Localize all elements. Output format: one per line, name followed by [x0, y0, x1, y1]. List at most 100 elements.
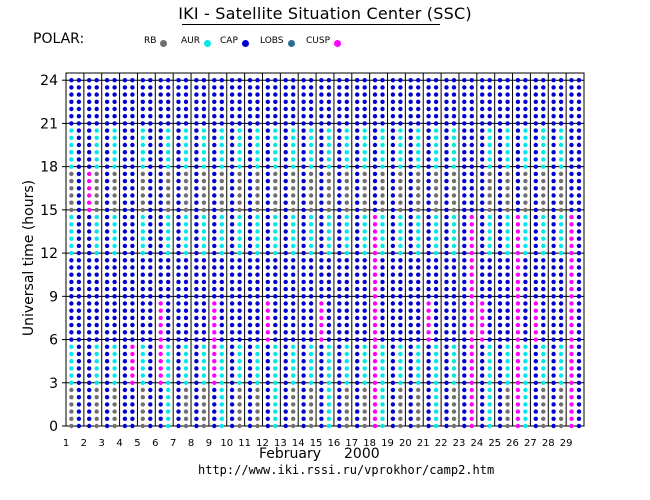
data-point — [487, 85, 492, 90]
data-point — [291, 106, 296, 112]
data-point — [194, 78, 199, 83]
data-point — [166, 250, 171, 256]
data-point — [433, 236, 439, 241]
data-point — [551, 322, 556, 328]
data-point — [301, 178, 306, 184]
data-point — [362, 402, 367, 407]
data-point — [558, 279, 564, 285]
data-point — [291, 402, 296, 407]
data-point — [76, 193, 82, 198]
data-point — [444, 186, 449, 191]
data-point — [273, 207, 278, 213]
footer-url[interactable]: http://www.iki.rssi.ru/vprokhor/camp2.ht… — [198, 463, 495, 477]
data-point — [183, 423, 189, 429]
data-point — [362, 200, 367, 205]
data-point — [344, 387, 349, 393]
data-point — [69, 128, 74, 133]
data-point — [319, 351, 324, 357]
data-point — [326, 380, 332, 385]
data-point — [229, 359, 235, 364]
data-point — [523, 78, 528, 83]
data-point — [326, 229, 332, 234]
x-tick-label: 5 — [134, 438, 140, 449]
data-point — [176, 164, 181, 169]
data-point — [569, 128, 574, 133]
data-point — [212, 214, 217, 220]
data-point — [487, 301, 492, 306]
data-point — [487, 171, 492, 177]
data-point — [273, 135, 278, 140]
data-point — [497, 387, 503, 393]
data-point — [148, 301, 153, 306]
data-point — [487, 236, 492, 241]
data-point — [219, 265, 224, 270]
data-point — [237, 416, 242, 421]
data-point — [212, 402, 217, 407]
data-point — [426, 106, 431, 112]
data-point — [408, 322, 413, 328]
data-point — [372, 128, 378, 133]
data-point — [176, 243, 181, 249]
legend-label: CUSP — [306, 36, 331, 46]
data-point — [372, 121, 378, 126]
data-point — [255, 294, 260, 299]
data-point — [372, 416, 378, 421]
data-point — [69, 106, 74, 112]
data-point — [283, 236, 288, 241]
data-point — [265, 214, 270, 220]
data-point — [76, 359, 82, 364]
data-point — [558, 222, 564, 227]
data-point — [326, 106, 332, 112]
data-point — [426, 92, 431, 97]
data-point — [569, 178, 574, 184]
data-point — [380, 272, 385, 277]
legend-swatch — [204, 39, 211, 47]
data-point — [398, 294, 403, 299]
data-point — [515, 265, 521, 270]
data-point — [183, 200, 189, 205]
data-point — [94, 301, 99, 306]
data-point — [569, 142, 574, 148]
data-point — [451, 214, 457, 220]
data-point — [130, 229, 135, 234]
data-point — [229, 106, 235, 112]
data-point — [76, 265, 82, 270]
data-point — [497, 186, 503, 191]
data-point — [201, 178, 207, 184]
data-point — [265, 301, 270, 306]
data-point — [212, 135, 217, 140]
data-point — [451, 150, 457, 155]
data-point — [515, 164, 521, 169]
data-point — [301, 222, 306, 227]
data-point — [469, 157, 474, 162]
data-point — [247, 315, 253, 321]
data-point — [569, 121, 574, 126]
data-point — [255, 322, 260, 328]
data-point — [344, 142, 349, 148]
data-point — [76, 164, 82, 169]
data-point — [372, 351, 378, 357]
x-tick-label: 16 — [328, 438, 341, 449]
data-point — [515, 128, 521, 133]
data-point — [533, 250, 538, 256]
data-point — [76, 294, 82, 299]
data-point — [344, 85, 349, 90]
data-point — [541, 106, 546, 112]
data-point — [362, 409, 367, 414]
data-point — [505, 92, 510, 97]
data-point — [219, 416, 224, 421]
data-point — [469, 423, 474, 429]
data-point — [247, 150, 253, 155]
data-point — [426, 286, 431, 292]
data-point — [122, 402, 128, 407]
data-point — [426, 272, 431, 277]
data-point — [308, 85, 314, 90]
data-point — [326, 193, 332, 198]
x-tick-label: 14 — [292, 438, 305, 449]
data-point — [497, 423, 503, 429]
data-point — [219, 207, 224, 213]
data-point — [122, 92, 128, 97]
data-point — [408, 279, 413, 285]
data-point — [273, 322, 278, 328]
data-point — [158, 193, 163, 198]
